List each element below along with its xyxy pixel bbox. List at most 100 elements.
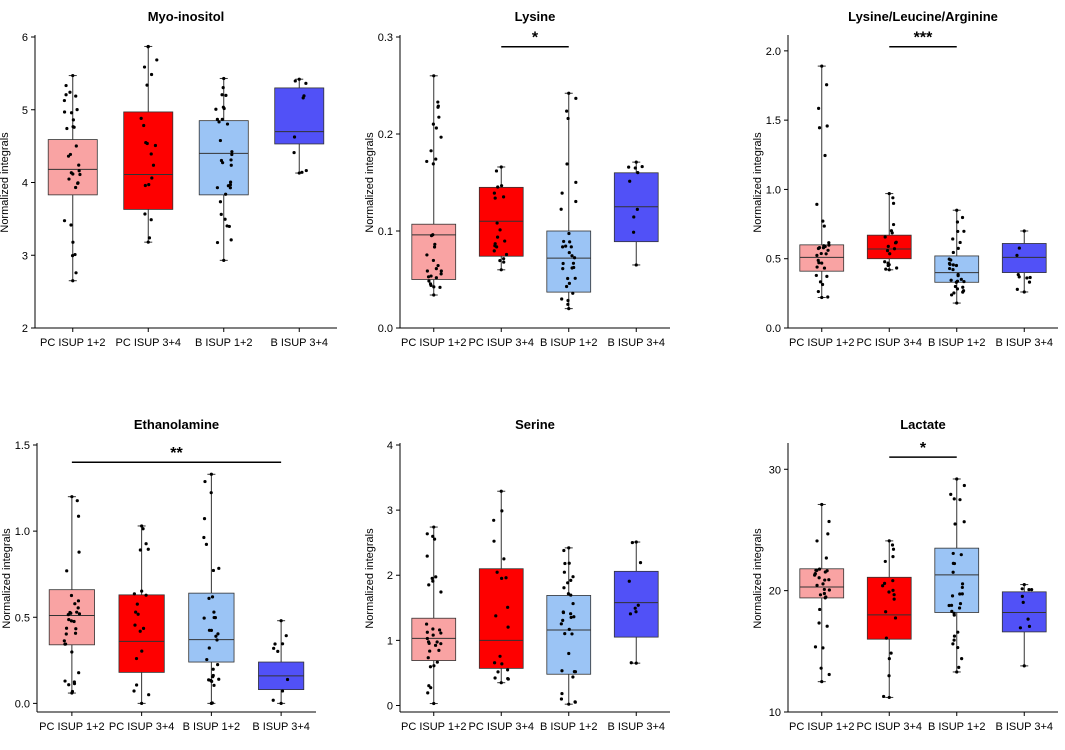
x-tick-label: PC ISUP 1+2 [789,337,855,349]
y-axis-label: Normalized integrals [1,528,13,629]
data-point [1020,594,1024,599]
data-point [821,219,825,223]
data-point [146,547,150,551]
data-point [892,247,897,251]
data-point [817,245,822,250]
data-point [74,271,78,275]
data-point [432,293,436,297]
data-point [432,74,436,78]
data-point [77,671,81,675]
data-point [202,517,207,521]
data-point [956,246,960,250]
data-point [72,619,76,624]
data-point [431,258,436,263]
box-1 [478,568,524,669]
data-point [143,183,147,188]
box-2 [934,547,980,613]
data-point [816,289,820,294]
data-point [272,646,276,650]
data-point [823,578,827,582]
data-point [435,640,439,644]
data-point [66,612,70,617]
chart-title: Lysine [515,9,556,24]
x-tick-label: B ISUP 1+2 [195,337,253,349]
chart-title: Serine [515,417,555,432]
data-point [567,250,571,255]
data-point [67,683,71,687]
data-point [141,626,146,630]
data-point [215,240,220,245]
data-point [628,612,633,616]
data-point [504,576,508,580]
chart-panel-1: Myo-inositol Normalized integrals 2 3 4 5 6 PC … [0,9,337,349]
data-point [956,645,960,650]
data-point [77,169,81,173]
data-point [68,610,72,615]
data-point [560,297,564,301]
data-point [434,126,438,130]
significance-label: * [532,30,539,47]
significance-label: * [920,440,927,457]
data-point [213,615,218,620]
data-point [822,591,827,596]
chart-panel-2: Lysine Normalized integrals 0.0 0.1 0.2 0.3 PC… [364,9,670,349]
data-point [280,642,285,646]
data-point [634,160,638,164]
chart-title: Ethanolamine [134,417,219,432]
data-point [499,184,504,188]
data-point [431,534,435,538]
data-point [821,582,825,586]
box-0 [799,244,845,272]
data-point [436,100,440,104]
data-point [815,265,819,269]
data-point [570,266,574,270]
data-point [948,262,952,266]
data-point [77,163,81,167]
data-point [817,261,821,265]
data-point [889,651,893,655]
data-point [633,606,637,610]
data-point [143,212,147,216]
data-point [425,253,429,257]
data-point [567,702,571,706]
data-point [506,605,510,609]
data-point [492,249,496,253]
data-point [76,181,80,185]
data-point [65,569,69,573]
x-tick-label: PC ISUP 1+2 [40,337,106,349]
data-point [439,590,443,594]
data-point [1022,229,1026,233]
data-point [135,602,139,606]
data-point [813,645,818,649]
data-point [216,663,220,667]
data-point [564,244,568,248]
x-tick-label: B ISUP 1+2 [540,721,598,733]
data-point [149,72,154,77]
data-point [634,540,638,544]
data-point [566,581,570,585]
data-point [221,161,225,165]
data-point [140,649,144,653]
data-point [827,672,831,677]
data-point [499,165,503,169]
data-point [65,126,69,131]
data-point [425,269,429,273]
data-point [628,179,632,183]
data-point [427,279,431,283]
x-tick-label: PC ISUP 3+4 [856,337,922,349]
data-point [147,236,152,240]
data-point [825,624,829,628]
box-2 [934,255,980,283]
data-point [1017,246,1021,250]
data-point [569,245,573,249]
data-point [893,616,898,620]
y-tick-label: 2.0 [766,46,781,58]
data-point [74,144,78,148]
data-point [891,555,895,559]
data-point [891,588,895,592]
y-tick-label: 3 [22,250,28,262]
data-point [492,661,497,665]
data-point [434,267,438,271]
data-point [432,701,436,706]
data-point [150,176,154,180]
